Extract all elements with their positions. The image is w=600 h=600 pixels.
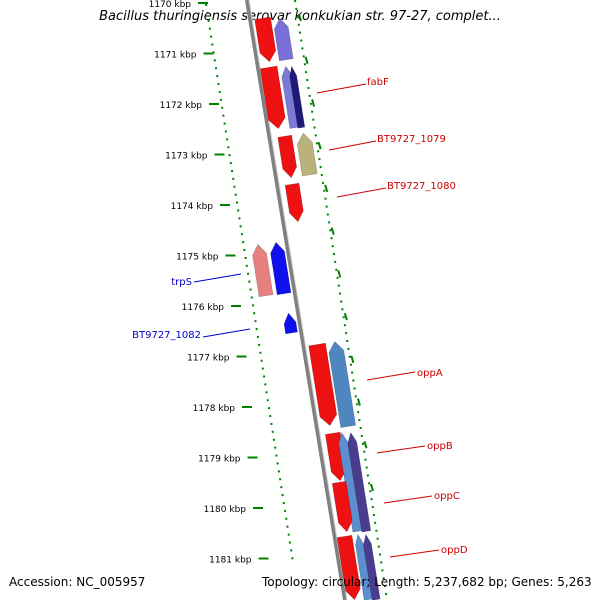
- gene-label-trps[interactable]: trpS: [171, 277, 192, 288]
- axis-tick-label: 1177 kbp: [187, 354, 230, 364]
- gene-label-bt9727_1082[interactable]: BT9727_1082: [132, 330, 201, 341]
- gene-arrow[interactable]: [308, 342, 339, 427]
- accession-label: Accession: NC_005957: [9, 575, 146, 589]
- gene-label-oppd[interactable]: oppD: [441, 545, 468, 556]
- ruler-major-tick: [317, 141, 322, 150]
- ruler-major-tick: [330, 227, 335, 235]
- ruler-major-tick: [363, 440, 368, 449]
- axis-tick-label: 1176 kbp: [182, 303, 225, 313]
- gene-track-box[interactable]: [337, 431, 363, 533]
- gene-arrow[interactable]: [284, 182, 305, 223]
- gene-arrow[interactable]: [259, 65, 286, 130]
- gene-label-bt9727_1080[interactable]: BT9727_1080: [387, 181, 456, 192]
- ruler-major-tick: [304, 56, 309, 65]
- gene-callout-line: [193, 273, 242, 283]
- ruler-major-tick: [343, 312, 348, 321]
- gene-track-box[interactable]: [288, 65, 306, 129]
- gene-callout-line: [316, 83, 367, 94]
- gene-callout-line: [389, 549, 440, 558]
- axis-tick-label: 1173 kbp: [165, 152, 208, 162]
- axis-tick-label: 1174 kbp: [171, 202, 214, 212]
- ruler-major-tick: [350, 355, 355, 364]
- gene-label-oppa[interactable]: oppA: [417, 368, 443, 379]
- axis-tick-label: 1181 kbp: [209, 556, 252, 566]
- gene-arrow-reverse[interactable]: [269, 241, 292, 296]
- gene-label-oppb[interactable]: oppB: [427, 441, 453, 452]
- gene-callout-line: [336, 187, 387, 198]
- gene-track-box[interactable]: [346, 431, 372, 533]
- gene-callout-line: [376, 445, 426, 454]
- gene-arrow[interactable]: [331, 480, 354, 533]
- ruler-major-tick: [324, 184, 329, 193]
- ruler-major-tick: [337, 270, 342, 278]
- gene-label-fabf[interactable]: fabF: [367, 77, 389, 88]
- axis-tick-label: 1175 kbp: [176, 253, 219, 263]
- ruler-major-tick: [370, 483, 374, 492]
- gene-label-bt9727_1079[interactable]: BT9727_1079: [377, 134, 446, 145]
- gene-callout-line: [383, 495, 433, 504]
- gene-callout-line: [328, 140, 377, 151]
- genome-summary: Topology: circular; Length: 5,237,682 bp…: [262, 575, 592, 589]
- axis-tick-label: 1178 kbp: [193, 404, 236, 414]
- genome-backbone: [245, 0, 347, 600]
- gene-arrow-reverse[interactable]: [251, 243, 274, 298]
- axis-tick-label: 1180 kbp: [204, 505, 247, 515]
- position-ruler-right: [294, 0, 388, 600]
- gene-arrow-reverse[interactable]: [283, 312, 298, 335]
- axis-tick-label: 1179 kbp: [198, 455, 241, 465]
- ruler-major-tick: [356, 398, 361, 406]
- gene-track-box[interactable]: [273, 17, 294, 62]
- gene-label-oppc[interactable]: oppC: [434, 491, 460, 502]
- gene-callout-line: [202, 328, 251, 338]
- gene-track-box[interactable]: [327, 340, 356, 428]
- gene-callout-line: [366, 371, 416, 381]
- gene-arrow[interactable]: [336, 534, 362, 600]
- gene-track-box[interactable]: [296, 132, 318, 177]
- axis-tick-label: 1171 kbp: [154, 51, 197, 61]
- axis-tick-label: 1170 kbp: [149, 0, 192, 10]
- axis-tick-label: 1172 kbp: [160, 101, 203, 111]
- gene-arrow[interactable]: [254, 16, 278, 63]
- ruler-major-tick: [298, 13, 302, 22]
- gene-arrow[interactable]: [277, 134, 298, 179]
- ruler-major-tick: [311, 99, 316, 107]
